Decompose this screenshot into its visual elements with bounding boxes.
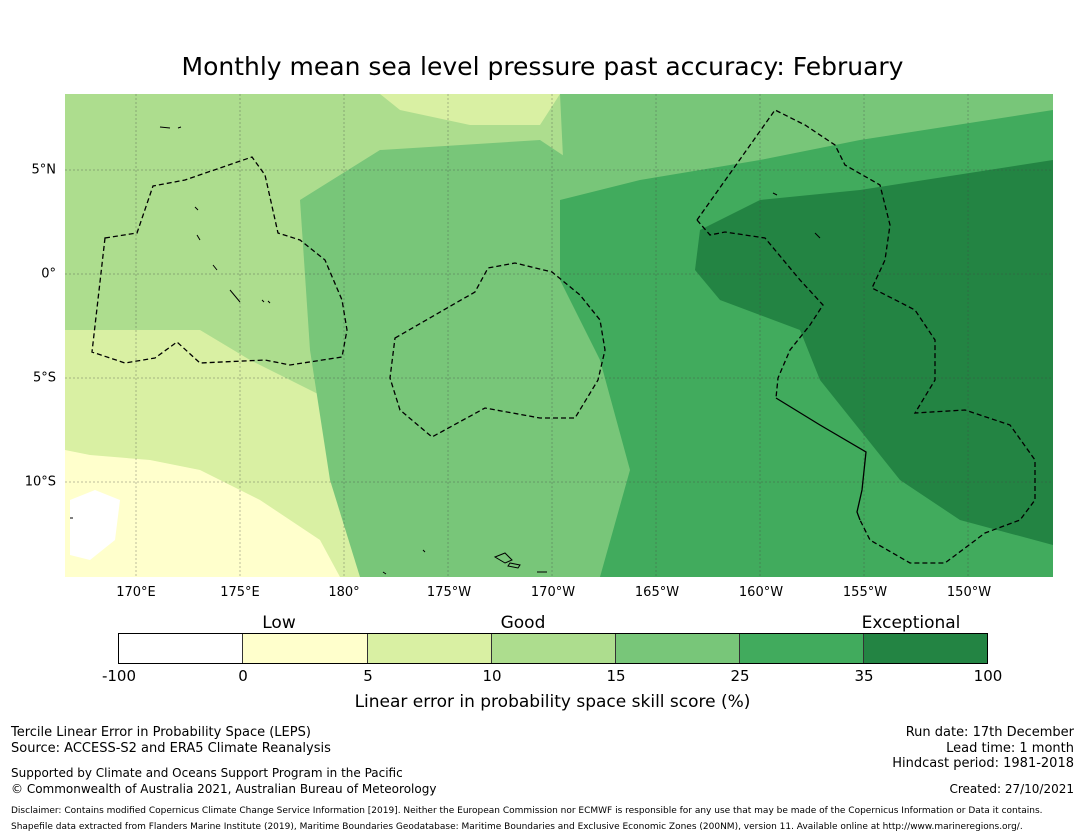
skill-region-east-dark — [695, 160, 1053, 545]
lat-label: 5°S — [32, 370, 56, 386]
copyright-text: © Commonwealth of Australia 2021, Austra… — [11, 782, 437, 796]
eez-kiribati-line — [696, 109, 1036, 564]
colorbar-tick: 10 — [482, 667, 502, 685]
colorbar-tick: 15 — [606, 667, 626, 685]
lat-label: 10°S — [24, 474, 56, 490]
skill-region-low — [70, 490, 120, 560]
category-exceptional: Exceptional — [861, 613, 961, 633]
graticule — [65, 94, 1053, 577]
colorbar-tick: 0 — [238, 667, 248, 685]
source-text: Source: ACCESS-S2 and ERA5 Climate Reana… — [11, 741, 331, 756]
colorbar-swatch — [864, 633, 988, 663]
colorbar-label: Linear error in probability space skill … — [354, 692, 751, 712]
colorbar-swatch — [740, 633, 864, 663]
eez-kiribati-gilberts — [91, 156, 348, 366]
lon-label: 165°W — [634, 585, 680, 600]
islands — [70, 126, 821, 575]
colorbar-swatch — [119, 633, 243, 663]
lat-label: 5°N — [31, 162, 57, 178]
disclaimer-text: Disclaimer: Contains modified Copernicus… — [11, 806, 1043, 816]
eez-kiribati-line-west — [696, 219, 824, 399]
category-good: Good — [500, 613, 546, 633]
support-text: Supported by Climate and Oceans Support … — [11, 766, 403, 780]
skill-map — [65, 94, 1053, 577]
colorbar-swatch — [616, 633, 740, 663]
lon-label: 170°E — [116, 585, 156, 600]
colorbar-frame — [118, 633, 988, 664]
lon-label: 175°E — [220, 585, 260, 600]
colorbar-tick: 100 — [973, 667, 1003, 685]
lon-label: 160°W — [738, 585, 784, 600]
eez-boundaries — [91, 109, 1036, 564]
category-low: Low — [262, 613, 296, 633]
method-text: Tercile Linear Error in Probability Spac… — [11, 725, 311, 740]
shapefile-credit: Shapefile data extracted from Flanders M… — [11, 822, 1023, 832]
colorbar-swatch — [492, 633, 616, 663]
eez-tokelau — [389, 262, 606, 438]
hindcast-period: Hindcast period: 1981-2018 — [892, 756, 1074, 771]
colorbar-tick: 35 — [854, 667, 874, 685]
colorbar-swatch — [368, 633, 492, 663]
colorbar-swatch — [243, 633, 368, 663]
lon-label: 175°W — [426, 585, 472, 600]
created-date: Created: 27/10/2021 — [949, 782, 1074, 796]
skill-region-top-pale — [380, 94, 560, 125]
colorbar-tick: -100 — [101, 667, 137, 685]
lon-label: 170°W — [530, 585, 576, 600]
colorbar-tick: 5 — [363, 667, 373, 685]
skill-region-central — [300, 140, 640, 577]
run-date: Run date: 17th December — [905, 725, 1074, 740]
lon-label: 155°W — [842, 585, 888, 600]
lat-label: 0° — [41, 266, 56, 282]
eez-boundary-solid — [775, 397, 867, 521]
lead-time: Lead time: 1 month — [946, 741, 1074, 756]
lon-label: 180° — [328, 585, 360, 600]
colorbar-tick: 25 — [730, 667, 750, 685]
chart-title: Monthly mean sea level pressure past acc… — [181, 52, 904, 81]
lon-label: 150°W — [946, 585, 992, 600]
